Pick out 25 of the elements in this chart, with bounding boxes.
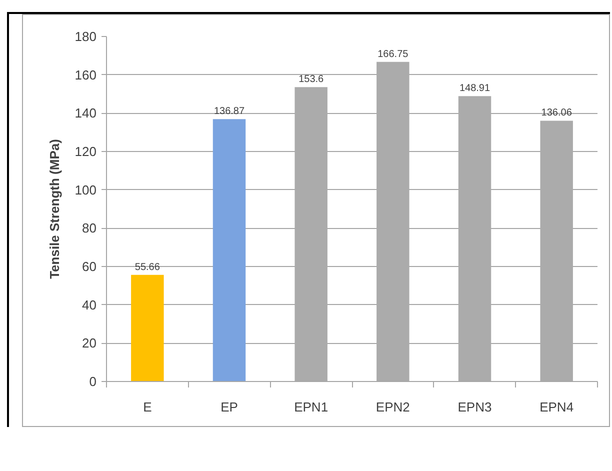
y-tick-label: 160 xyxy=(74,67,97,82)
y-tick-label: 100 xyxy=(74,182,97,198)
y-tick-label: 140 xyxy=(74,106,97,121)
data-label: 55.66 xyxy=(134,262,160,273)
bar xyxy=(131,274,164,382)
x-tick-label: EPN3 xyxy=(458,400,492,414)
data-label: 136.06 xyxy=(541,108,572,119)
y-tick-label: 180 xyxy=(74,29,97,44)
y-tick-label: 60 xyxy=(82,259,97,274)
x-tick-label: EP xyxy=(220,400,238,414)
data-label: 136.87 xyxy=(214,106,245,118)
x-tick-label: EPN2 xyxy=(376,400,410,414)
data-label: 148.91 xyxy=(459,83,490,94)
data-label: 153.6 xyxy=(298,74,324,86)
y-tick-label: 40 xyxy=(82,297,97,312)
x-tick-label: EPN4 xyxy=(540,400,574,414)
y-tick-label: 120 xyxy=(74,144,97,159)
bar xyxy=(212,119,246,382)
y-tick-label: 0 xyxy=(89,374,97,389)
y-tick-label: 80 xyxy=(82,220,97,236)
data-label: 166.75 xyxy=(378,48,409,60)
y-tick-label: 20 xyxy=(82,336,97,351)
x-tick-label: E xyxy=(143,400,152,414)
x-tick-label: EPN1 xyxy=(294,400,328,414)
y-axis-title: Tensile Strength (MPa) xyxy=(46,139,62,279)
